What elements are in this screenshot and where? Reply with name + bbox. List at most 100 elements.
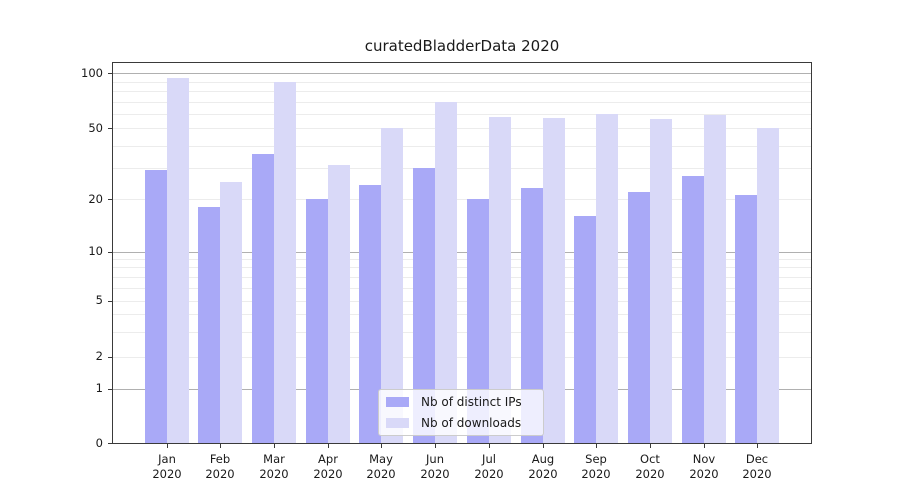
bar-downloads-dec xyxy=(757,128,779,443)
x-tick-oct xyxy=(650,443,651,448)
x-tick-month: Aug xyxy=(531,452,555,466)
gridline-minor-4 xyxy=(113,314,811,315)
x-tick-year: 2020 xyxy=(313,467,343,481)
y-tick-100 xyxy=(108,73,112,74)
y-tick-label-100: 100 xyxy=(81,66,103,80)
x-tick-label-jun: Jun 2020 xyxy=(405,452,465,482)
legend-item-distinct-ips: Nb of distinct IPs xyxy=(386,391,537,413)
bar-downloads-nov xyxy=(704,115,726,443)
x-tick-month: Jul xyxy=(482,452,496,466)
gridline-minor-80 xyxy=(113,91,811,92)
x-tick-apr xyxy=(328,443,329,448)
gridline-minor-30 xyxy=(113,168,811,169)
x-tick-label-apr: Apr 2020 xyxy=(298,452,358,482)
x-tick-label-oct: Oct 2020 xyxy=(620,452,680,482)
x-tick-year: 2020 xyxy=(581,467,611,481)
gridline-minor-90 xyxy=(113,82,811,83)
legend-item-downloads: Nb of downloads xyxy=(386,413,537,435)
x-tick-year: 2020 xyxy=(205,467,235,481)
x-tick-month: Dec xyxy=(745,452,769,466)
bar-downloads-may xyxy=(381,128,403,443)
y-tick-10 xyxy=(108,252,112,253)
x-tick-may xyxy=(381,443,382,448)
x-tick-jan xyxy=(167,443,168,448)
gridline-minor-6 xyxy=(113,288,811,289)
x-tick-year: 2020 xyxy=(635,467,665,481)
bar-ips-dec xyxy=(735,195,757,443)
x-tick-year: 2020 xyxy=(742,467,772,481)
x-tick-year: 2020 xyxy=(259,467,289,481)
bar-ips-jan xyxy=(145,170,167,443)
gridline-minor-7 xyxy=(113,277,811,278)
bar-downloads-aug xyxy=(543,118,565,443)
x-tick-label-mar: Mar 2020 xyxy=(244,452,304,482)
x-tick-label-jan: Jan 2020 xyxy=(137,452,197,482)
x-tick-month: Sep xyxy=(585,452,607,466)
gridline-minor-3 xyxy=(113,332,811,333)
x-tick-month: Feb xyxy=(209,452,231,466)
y-tick-label-10: 10 xyxy=(88,244,103,258)
gridline-minor-50 xyxy=(113,128,811,129)
legend-label-distinct-ips: Nb of distinct IPs xyxy=(421,394,522,409)
plot-area xyxy=(112,62,812,444)
gridline-minor-70 xyxy=(113,102,811,103)
bar-downloads-jul xyxy=(489,117,511,443)
y-tick-label-1: 1 xyxy=(95,381,103,395)
x-tick-label-nov: Nov 2020 xyxy=(674,452,734,482)
gridline-minor-2 xyxy=(113,357,811,358)
bar-ips-jun xyxy=(413,168,435,443)
x-tick-year: 2020 xyxy=(366,467,396,481)
x-tick-month: May xyxy=(369,452,393,466)
bar-ips-mar xyxy=(252,154,274,443)
x-tick-month: Apr xyxy=(318,452,338,466)
x-tick-year: 2020 xyxy=(420,467,450,481)
gridline-major-100 xyxy=(113,73,811,74)
bar-ips-jul xyxy=(467,199,489,443)
x-tick-year: 2020 xyxy=(689,467,719,481)
bar-ips-nov xyxy=(682,176,704,443)
x-tick-month: Nov xyxy=(692,452,716,466)
y-tick-label-5: 5 xyxy=(95,293,103,307)
bar-downloads-oct xyxy=(650,119,672,443)
x-tick-month: Mar xyxy=(263,452,285,466)
y-tick-0 xyxy=(108,443,112,444)
chart-title: curatedBladderData 2020 xyxy=(364,37,560,55)
y-tick-2 xyxy=(108,357,112,358)
bar-downloads-mar xyxy=(274,82,296,443)
bar-downloads-apr xyxy=(328,165,350,443)
bar-ips-may xyxy=(359,185,381,443)
x-tick-year: 2020 xyxy=(528,467,558,481)
gridline-minor-20 xyxy=(113,199,811,200)
x-tick-month: Oct xyxy=(640,452,660,466)
x-tick-label-aug: Aug 2020 xyxy=(513,452,573,482)
y-tick-5 xyxy=(108,301,112,302)
x-tick-feb xyxy=(220,443,221,448)
bar-ips-sep xyxy=(574,216,596,443)
x-tick-label-dec: Dec 2020 xyxy=(727,452,787,482)
legend: Nb of distinct IPs Nb of downloads xyxy=(378,389,544,436)
gridline-minor-40 xyxy=(113,146,811,147)
gridline-minor-8 xyxy=(113,267,811,268)
y-tick-50 xyxy=(108,128,112,129)
x-tick-nov xyxy=(704,443,705,448)
x-tick-jul xyxy=(489,443,490,448)
x-tick-year: 2020 xyxy=(152,467,182,481)
y-tick-label-50: 50 xyxy=(88,121,103,135)
x-tick-label-feb: Feb 2020 xyxy=(190,452,250,482)
y-tick-label-20: 20 xyxy=(88,192,103,206)
gridline-minor-5 xyxy=(113,301,811,302)
x-tick-label-jul: Jul 2020 xyxy=(459,452,519,482)
x-tick-label-may: May 2020 xyxy=(351,452,411,482)
gridline-major-10 xyxy=(113,252,811,253)
gridline-minor-60 xyxy=(113,114,811,115)
bar-ips-apr xyxy=(306,199,328,443)
y-tick-label-0: 0 xyxy=(95,436,103,450)
x-tick-label-sep: Sep 2020 xyxy=(566,452,626,482)
bar-downloads-sep xyxy=(596,114,618,443)
legend-label-downloads: Nb of downloads xyxy=(421,416,522,431)
x-tick-sep xyxy=(596,443,597,448)
y-tick-1 xyxy=(108,389,112,390)
y-tick-label-2: 2 xyxy=(95,349,103,363)
x-tick-year: 2020 xyxy=(474,467,504,481)
